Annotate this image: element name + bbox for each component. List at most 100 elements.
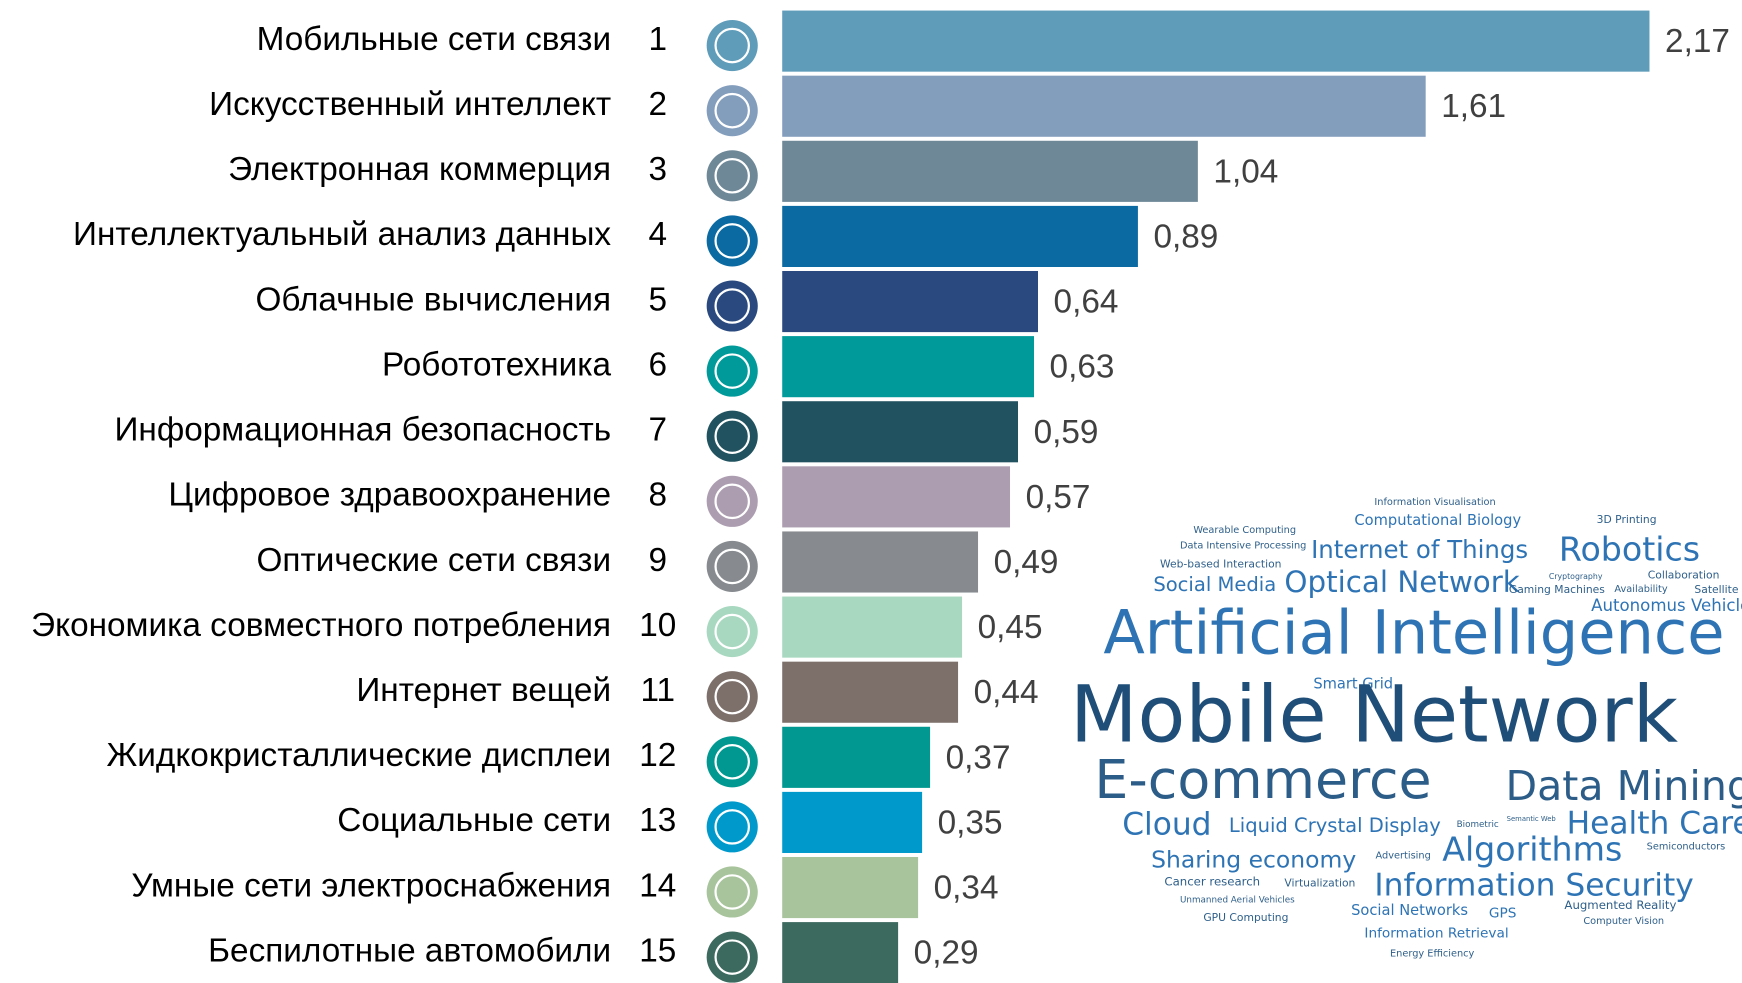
cloud-word: Augmented Reality [1564,898,1676,912]
bar [782,727,930,788]
cloud-word: Cloud [1122,807,1211,843]
rank-label: 5 [648,281,667,318]
value-label: 0,63 [1050,349,1115,386]
icon [707,866,758,917]
cloud-word: Social Networks [1351,902,1468,919]
category-label: Интернет вещей [356,672,611,709]
cloud-word: Computer Vision [1583,916,1664,927]
icon [707,346,758,397]
icon [707,150,758,201]
bar [782,401,1018,462]
value-label: 0,37 [946,739,1011,776]
chart: Мобильные сети связи 1 2,17 Искусственный и… [0,0,1742,983]
bar [782,141,1198,202]
cloud-word: Liquid Crystal Display [1229,814,1441,837]
cloud-word: Robotics [1559,530,1700,569]
rank-label: 10 [639,607,676,644]
value-label: 2,17 [1665,23,1730,60]
value-label: 0,29 [914,935,979,972]
cloud-word: Web-based Interaction [1160,557,1282,570]
category-label: Интеллектуальный анализ данных [73,216,611,253]
cloud-word: Gaming Machines [1509,583,1605,596]
cloud-word: Semiconductors [1647,842,1726,853]
rank-label: 13 [639,802,676,839]
category-label: Электронная коммерция [228,151,611,188]
rank-label: 6 [648,346,667,383]
rank-label: 7 [648,412,667,449]
bar [782,11,1649,72]
bar [782,466,1010,527]
cloud-word: Satellite [1694,583,1738,596]
category-label: Мобильные сети связи [257,21,612,58]
cloud-word: Data Mining [1506,762,1742,810]
cloud-word: GPU Computing [1203,911,1288,924]
cloud-word: Wearable Computing [1193,525,1296,536]
cloud-word: Computational Biology [1354,512,1521,529]
icon [707,736,758,787]
page: {"chart_data": {"type": "bar", "orientat… [0,0,1742,983]
cloud-word: Cryptography [1549,572,1603,581]
bar [782,206,1138,267]
value-label: 0,34 [934,870,999,907]
icon [707,476,758,527]
cloud-word: Information Visualisation [1374,497,1495,508]
rank-label: 1 [648,21,667,58]
cloud-word: Virtualization [1284,876,1355,889]
icon [707,280,758,331]
value-label: 0,64 [1054,284,1119,321]
icon [707,85,758,136]
cloud-word: Semantic Web [1507,815,1556,823]
bar [782,271,1038,332]
rank-label: 2 [648,86,667,123]
icon [707,801,758,852]
bar [782,336,1034,397]
value-label: 0,45 [978,609,1043,646]
cloud-word: Information Retrieval [1364,925,1508,941]
cloud-word: Mobile Network [1070,669,1679,760]
bar [782,792,922,853]
value-label: 0,89 [1153,218,1218,255]
icon [707,541,758,592]
bar [782,76,1425,137]
cloud-word: Collaboration [1648,569,1720,582]
cloud-word: GPS [1489,905,1517,921]
cloud-word: Availability [1614,584,1667,595]
rank-label: 3 [648,151,667,188]
cloud-word: Artificial Intelligence [1103,598,1724,668]
icon [707,20,758,71]
cloud-word: Energy Efficiency [1390,948,1475,959]
cloud-word: Biometric [1457,820,1499,830]
rank-label: 14 [639,867,676,904]
category-label: Беспилотные автомобили [208,932,611,969]
category-label: Цифровое здравоохранение [168,477,611,514]
cloud-word: 3D Printing [1597,513,1657,526]
category-label: Оптические сети связи [257,542,612,579]
category-label: Умные сети электроснабжения [131,867,611,904]
rank-label: 9 [648,542,667,579]
bar [782,597,962,658]
rank-label: 4 [648,216,667,253]
cloud-word: Cancer research [1164,875,1260,889]
cloud-word: Data Intensive Processing [1180,541,1306,552]
cloud-word: Internet of Things [1311,535,1528,564]
value-label: 1,04 [1213,153,1278,190]
value-label: 0,49 [994,544,1059,581]
category-label: Социальные сети [337,802,611,839]
bar [782,857,918,918]
icon [707,932,758,983]
cloud-word: Optical Network [1284,565,1519,599]
cloud-word: E-commerce [1094,748,1431,811]
value-label: 1,61 [1441,88,1506,125]
value-label: 0,57 [1026,479,1091,516]
bar [782,662,958,723]
category-label: Робототехника [382,346,612,383]
value-label: 0,44 [974,674,1039,711]
category-label: Искусственный интеллект [209,86,611,123]
rank-label: 12 [639,737,676,774]
category-label: Экономика совместного потребления [31,607,611,644]
category-label: Облачные вычисления [255,281,611,318]
cloud-word: Algorithms [1442,830,1622,869]
category-label: Жидкокристаллические дисплеи [107,737,612,774]
cloud-word: Advertising [1376,851,1431,862]
bar [782,531,978,592]
